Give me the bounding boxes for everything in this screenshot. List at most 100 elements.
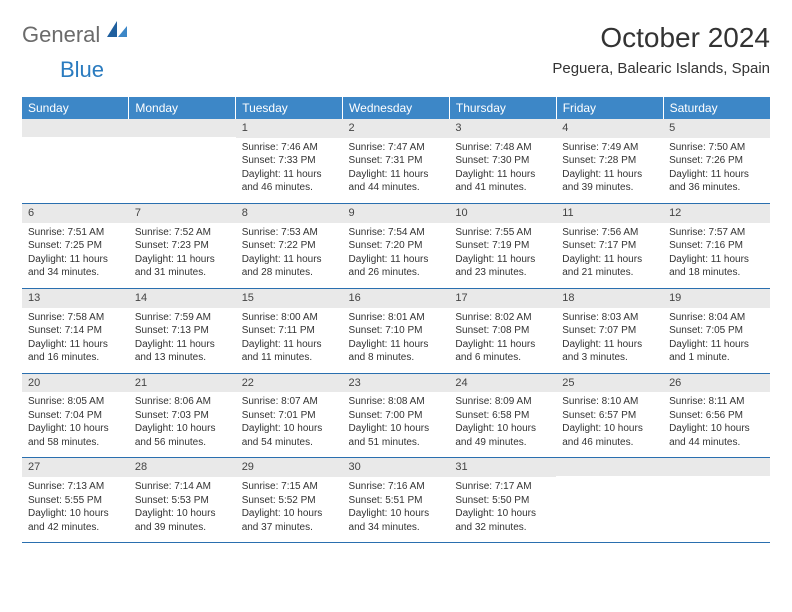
- sunset-text: Sunset: 6:56 PM: [669, 409, 764, 423]
- daylight-text: Daylight: 11 hours and 18 minutes.: [669, 253, 764, 280]
- daylight-text: Daylight: 11 hours and 23 minutes.: [455, 253, 550, 280]
- daylight-text: Daylight: 10 hours and 34 minutes.: [349, 507, 444, 534]
- calendar-cell: 27Sunrise: 7:13 AMSunset: 5:55 PMDayligh…: [22, 458, 129, 543]
- sunrise-text: Sunrise: 8:10 AM: [562, 395, 657, 409]
- sunrise-text: Sunrise: 8:11 AM: [669, 395, 764, 409]
- calendar-cell: 20Sunrise: 8:05 AMSunset: 7:04 PMDayligh…: [22, 373, 129, 458]
- day-number: 29: [236, 458, 343, 477]
- cell-body: Sunrise: 8:07 AMSunset: 7:01 PMDaylight:…: [236, 392, 343, 457]
- calendar-row: 6Sunrise: 7:51 AMSunset: 7:25 PMDaylight…: [22, 203, 770, 288]
- cell-body: Sunrise: 7:59 AMSunset: 7:13 PMDaylight:…: [129, 308, 236, 373]
- calendar-cell: 22Sunrise: 8:07 AMSunset: 7:01 PMDayligh…: [236, 373, 343, 458]
- cell-body: Sunrise: 8:05 AMSunset: 7:04 PMDaylight:…: [22, 392, 129, 457]
- daylight-text: Daylight: 11 hours and 13 minutes.: [135, 338, 230, 365]
- calendar-cell: 2Sunrise: 7:47 AMSunset: 7:31 PMDaylight…: [343, 119, 450, 203]
- day-number: [556, 458, 663, 476]
- cell-body: Sunrise: 8:04 AMSunset: 7:05 PMDaylight:…: [663, 308, 770, 373]
- calendar-row: 27Sunrise: 7:13 AMSunset: 5:55 PMDayligh…: [22, 458, 770, 543]
- sunset-text: Sunset: 7:26 PM: [669, 154, 764, 168]
- cell-body: Sunrise: 7:46 AMSunset: 7:33 PMDaylight:…: [236, 138, 343, 203]
- calendar-cell: [663, 458, 770, 543]
- sunset-text: Sunset: 7:16 PM: [669, 239, 764, 253]
- sunset-text: Sunset: 7:13 PM: [135, 324, 230, 338]
- sunset-text: Sunset: 7:23 PM: [135, 239, 230, 253]
- sunrise-text: Sunrise: 7:59 AM: [135, 311, 230, 325]
- calendar-cell: 1Sunrise: 7:46 AMSunset: 7:33 PMDaylight…: [236, 119, 343, 203]
- calendar-cell: 7Sunrise: 7:52 AMSunset: 7:23 PMDaylight…: [129, 203, 236, 288]
- location: Peguera, Balearic Islands, Spain: [552, 60, 770, 77]
- sunrise-text: Sunrise: 7:47 AM: [349, 141, 444, 155]
- cell-body: Sunrise: 8:00 AMSunset: 7:11 PMDaylight:…: [236, 308, 343, 373]
- cell-body: Sunrise: 7:17 AMSunset: 5:50 PMDaylight:…: [449, 477, 556, 542]
- calendar-header-cell: Monday: [129, 97, 236, 119]
- daylight-text: Daylight: 11 hours and 41 minutes.: [455, 168, 550, 195]
- calendar-header-cell: Thursday: [449, 97, 556, 119]
- logo-text-general: General: [22, 22, 100, 48]
- calendar-header-cell: Sunday: [22, 97, 129, 119]
- sunset-text: Sunset: 7:03 PM: [135, 409, 230, 423]
- sunset-text: Sunset: 7:07 PM: [562, 324, 657, 338]
- sunrise-text: Sunrise: 7:50 AM: [669, 141, 764, 155]
- cell-body: Sunrise: 8:10 AMSunset: 6:57 PMDaylight:…: [556, 392, 663, 457]
- day-number: 20: [22, 374, 129, 393]
- sunrise-text: Sunrise: 8:00 AM: [242, 311, 337, 325]
- cell-body: Sunrise: 8:09 AMSunset: 6:58 PMDaylight:…: [449, 392, 556, 457]
- cell-body: [663, 476, 770, 528]
- cell-body: Sunrise: 7:50 AMSunset: 7:26 PMDaylight:…: [663, 138, 770, 203]
- daylight-text: Daylight: 11 hours and 8 minutes.: [349, 338, 444, 365]
- daylight-text: Daylight: 10 hours and 54 minutes.: [242, 422, 337, 449]
- day-number: 4: [556, 119, 663, 138]
- sunrise-text: Sunrise: 7:58 AM: [28, 311, 123, 325]
- sunset-text: Sunset: 7:04 PM: [28, 409, 123, 423]
- sunset-text: Sunset: 5:51 PM: [349, 494, 444, 508]
- daylight-text: Daylight: 10 hours and 42 minutes.: [28, 507, 123, 534]
- daylight-text: Daylight: 11 hours and 46 minutes.: [242, 168, 337, 195]
- sunrise-text: Sunrise: 7:49 AM: [562, 141, 657, 155]
- day-number: 25: [556, 374, 663, 393]
- sunset-text: Sunset: 7:05 PM: [669, 324, 764, 338]
- day-number: 28: [129, 458, 236, 477]
- cell-body: Sunrise: 7:57 AMSunset: 7:16 PMDaylight:…: [663, 223, 770, 288]
- logo-text-blue: Blue: [60, 57, 104, 83]
- sunrise-text: Sunrise: 8:05 AM: [28, 395, 123, 409]
- cell-body: Sunrise: 8:08 AMSunset: 7:00 PMDaylight:…: [343, 392, 450, 457]
- sunrise-text: Sunrise: 7:54 AM: [349, 226, 444, 240]
- daylight-text: Daylight: 11 hours and 36 minutes.: [669, 168, 764, 195]
- calendar-cell: 15Sunrise: 8:00 AMSunset: 7:11 PMDayligh…: [236, 288, 343, 373]
- calendar-cell: 28Sunrise: 7:14 AMSunset: 5:53 PMDayligh…: [129, 458, 236, 543]
- sunset-text: Sunset: 6:57 PM: [562, 409, 657, 423]
- calendar-cell: 9Sunrise: 7:54 AMSunset: 7:20 PMDaylight…: [343, 203, 450, 288]
- daylight-text: Daylight: 11 hours and 44 minutes.: [349, 168, 444, 195]
- sunset-text: Sunset: 7:11 PM: [242, 324, 337, 338]
- calendar-cell: 29Sunrise: 7:15 AMSunset: 5:52 PMDayligh…: [236, 458, 343, 543]
- calendar-cell: 19Sunrise: 8:04 AMSunset: 7:05 PMDayligh…: [663, 288, 770, 373]
- sunrise-text: Sunrise: 8:08 AM: [349, 395, 444, 409]
- cell-body: Sunrise: 7:53 AMSunset: 7:22 PMDaylight:…: [236, 223, 343, 288]
- cell-body: Sunrise: 7:48 AMSunset: 7:30 PMDaylight:…: [449, 138, 556, 203]
- logo-sail-icon: [105, 19, 129, 44]
- daylight-text: Daylight: 11 hours and 28 minutes.: [242, 253, 337, 280]
- sunrise-text: Sunrise: 7:53 AM: [242, 226, 337, 240]
- sunrise-text: Sunrise: 8:03 AM: [562, 311, 657, 325]
- calendar-cell: 25Sunrise: 8:10 AMSunset: 6:57 PMDayligh…: [556, 373, 663, 458]
- daylight-text: Daylight: 10 hours and 58 minutes.: [28, 422, 123, 449]
- sunrise-text: Sunrise: 8:01 AM: [349, 311, 444, 325]
- cell-body: Sunrise: 7:13 AMSunset: 5:55 PMDaylight:…: [22, 477, 129, 542]
- day-number: 22: [236, 374, 343, 393]
- sunset-text: Sunset: 7:28 PM: [562, 154, 657, 168]
- sunrise-text: Sunrise: 8:07 AM: [242, 395, 337, 409]
- calendar-cell: 30Sunrise: 7:16 AMSunset: 5:51 PMDayligh…: [343, 458, 450, 543]
- sunset-text: Sunset: 7:10 PM: [349, 324, 444, 338]
- daylight-text: Daylight: 10 hours and 32 minutes.: [455, 507, 550, 534]
- sunset-text: Sunset: 5:55 PM: [28, 494, 123, 508]
- day-number: 15: [236, 289, 343, 308]
- sunset-text: Sunset: 7:17 PM: [562, 239, 657, 253]
- calendar-cell: 23Sunrise: 8:08 AMSunset: 7:00 PMDayligh…: [343, 373, 450, 458]
- day-number: 13: [22, 289, 129, 308]
- sunset-text: Sunset: 5:53 PM: [135, 494, 230, 508]
- calendar-cell: 16Sunrise: 8:01 AMSunset: 7:10 PMDayligh…: [343, 288, 450, 373]
- day-number: 3: [449, 119, 556, 138]
- sunrise-text: Sunrise: 7:56 AM: [562, 226, 657, 240]
- cell-body: Sunrise: 7:51 AMSunset: 7:25 PMDaylight:…: [22, 223, 129, 288]
- calendar-cell: 18Sunrise: 8:03 AMSunset: 7:07 PMDayligh…: [556, 288, 663, 373]
